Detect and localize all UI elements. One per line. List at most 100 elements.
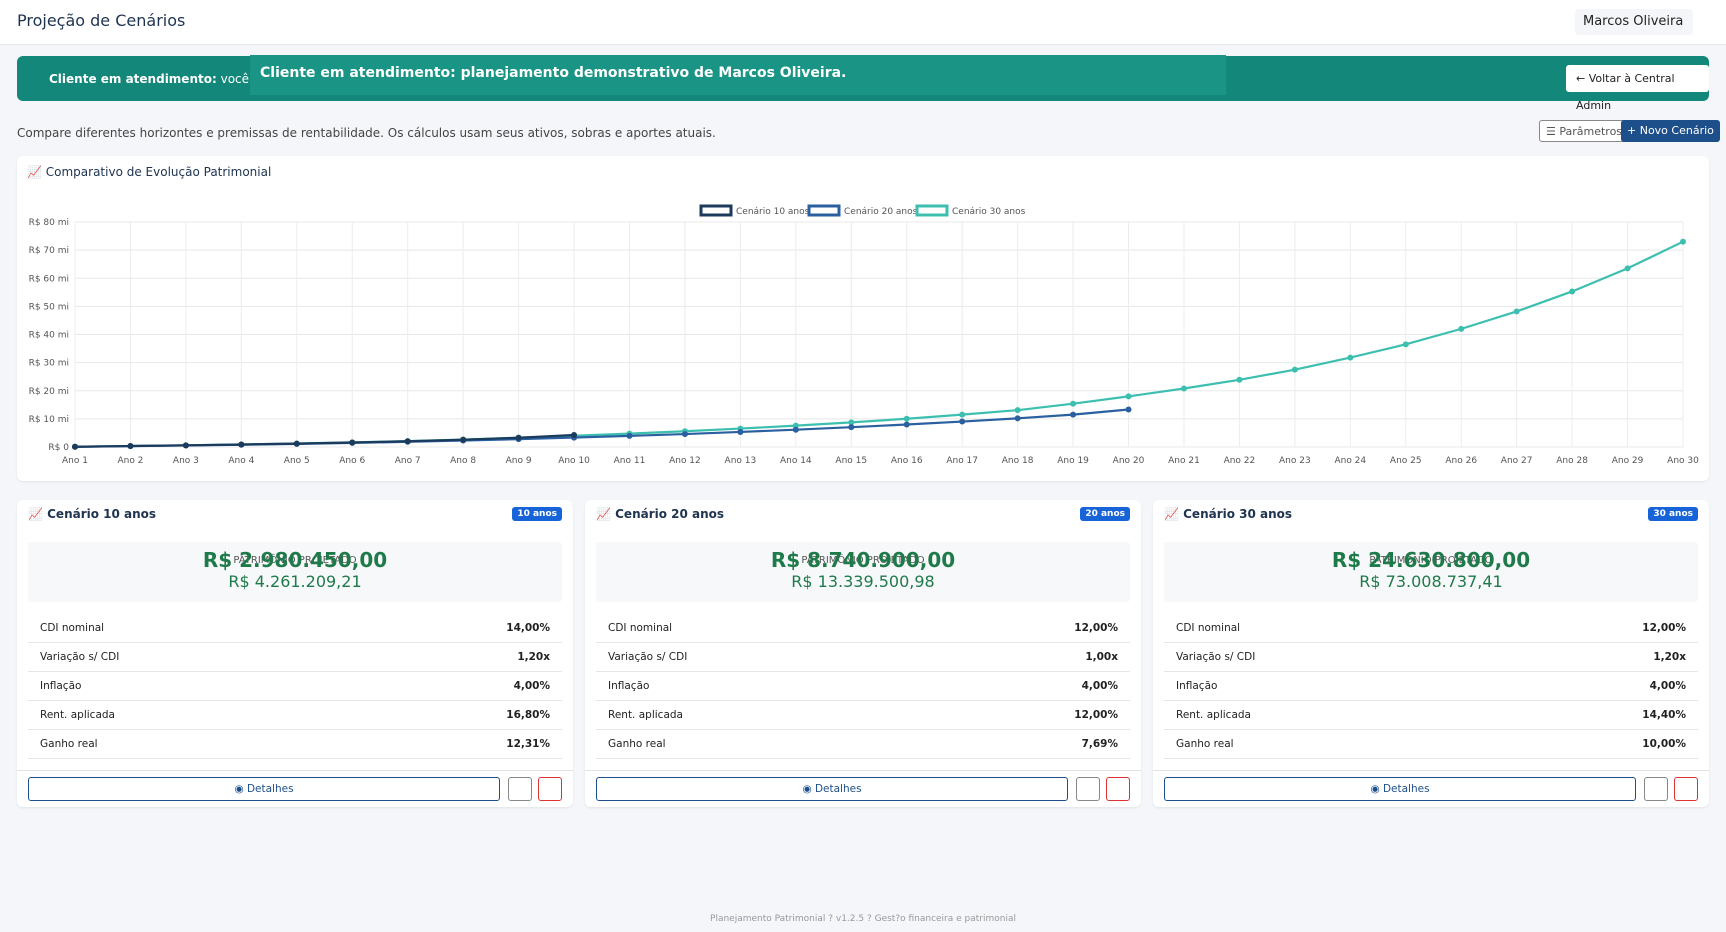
delete-button[interactable] — [1106, 777, 1130, 801]
series-line — [74, 433, 575, 448]
edit-button[interactable] — [1076, 777, 1100, 801]
metric-value: 1,00x — [1085, 651, 1118, 663]
new-scenario-label: Novo Cenário — [1639, 124, 1714, 137]
y-tick-label: R$ 40 mi — [29, 331, 69, 341]
legend-swatch — [807, 204, 841, 217]
card-badge: 30 anos — [1648, 507, 1698, 521]
edit-button[interactable] — [1644, 777, 1668, 801]
y-tick-label: R$ 0 — [48, 443, 69, 453]
delete-button[interactable] — [1674, 777, 1698, 801]
x-tick-label: Ano 27 — [1501, 456, 1533, 466]
projected-value: R$ 8.740.900,00 — [770, 548, 956, 572]
card-title: 📈 Cenário 30 anos — [1164, 507, 1293, 521]
metric-label: CDI nominal — [1176, 622, 1241, 634]
toast: Cliente em atendimento: planejamento dem… — [250, 55, 1226, 95]
card-badge: 10 anos — [512, 507, 562, 521]
parameters-button[interactable]: ☰ Parâmetros — [1539, 120, 1630, 142]
metric-value: 4,00% — [1081, 680, 1118, 692]
card-divider — [585, 770, 1141, 771]
footer: Planejamento Patrimonial ? v1.2.5 ? Gest… — [710, 914, 1016, 924]
point — [959, 411, 966, 418]
point — [1402, 341, 1409, 348]
metric-label: Inflação — [608, 680, 650, 692]
x-tick-label: Ano 5 — [284, 456, 310, 466]
edit-button[interactable] — [508, 777, 532, 801]
metric-value: 12,00% — [1074, 709, 1118, 721]
x-tick-label: Ano 24 — [1334, 456, 1366, 466]
x-tick-label: Ano 4 — [228, 456, 254, 466]
delete-button[interactable] — [538, 777, 562, 801]
point — [903, 421, 910, 428]
sub-value: R$ 73.008.737,41 — [1359, 572, 1503, 591]
details-button[interactable]: ◉ Detalhes — [28, 777, 500, 801]
metric-row: Variação s/ CDI 1,00x — [596, 643, 1130, 672]
top-bar — [0, 0, 1726, 45]
x-tick-label: Ano 29 — [1612, 456, 1644, 466]
point — [1680, 238, 1686, 245]
metric-value: 7,69% — [1081, 738, 1118, 750]
x-tick-label: Ano 12 — [669, 456, 701, 466]
point — [349, 439, 356, 446]
scenario-card: 📈 Cenário 10 anos 10 anos PATRIMÔNIO PROJE… — [17, 500, 573, 807]
details-label: Detalhes — [814, 783, 862, 795]
metric-value: 10,00% — [1642, 738, 1686, 750]
point — [1125, 406, 1132, 413]
y-tick-label: R$ 50 mi — [29, 302, 69, 312]
point — [1347, 354, 1354, 361]
x-tick-label: Ano 13 — [725, 456, 757, 466]
x-tick-label: Ano 16 — [891, 456, 923, 466]
metric-row: Ganho real 7,69% — [596, 730, 1130, 759]
x-tick-label: Ano 25 — [1390, 456, 1422, 466]
metric-label: Inflação — [40, 680, 82, 692]
point — [626, 432, 633, 439]
point — [460, 436, 467, 443]
sub-value: R$ 13.339.500,98 — [791, 572, 935, 591]
metric-row: Inflação 4,00% — [596, 672, 1130, 701]
metric-label: Inflação — [1176, 680, 1218, 692]
metric-value: 12,00% — [1642, 622, 1686, 634]
chart-title-text: Comparativo de Evolução Patrimonial — [45, 165, 272, 179]
metric-row: Inflação 4,00% — [28, 672, 562, 701]
x-tick-label: Ano 3 — [173, 456, 199, 466]
new-scenario-button[interactable]: + Novo Cenário — [1621, 120, 1720, 142]
metric-label: Ganho real — [608, 738, 666, 750]
point — [848, 419, 855, 426]
card-divider — [17, 770, 573, 771]
metric-label: Ganho real — [1176, 738, 1234, 750]
details-label: Detalhes — [246, 783, 294, 795]
metric-label: CDI nominal — [40, 622, 105, 634]
x-tick-label: Ano 6 — [339, 456, 365, 466]
legend-label: Cenário 10 anos — [736, 207, 810, 217]
point — [1513, 308, 1520, 315]
point — [293, 440, 300, 447]
chart-title: 📈 Comparativo de Evolução Patrimonial — [27, 165, 272, 179]
metric-row: Inflação 4,00% — [1164, 672, 1698, 701]
details-label: Detalhes — [1382, 783, 1430, 795]
card-divider — [1153, 770, 1709, 771]
point — [903, 415, 910, 422]
x-tick-label: Ano 10 — [558, 456, 590, 466]
sub-value: R$ 4.261.209,21 — [228, 572, 362, 591]
details-button[interactable]: ◉ Detalhes — [1164, 777, 1636, 801]
x-tick-label: Ano 22 — [1224, 456, 1256, 466]
metric-label: Variação s/ CDI — [608, 651, 688, 663]
parameters-label: Parâmetros — [1559, 125, 1623, 138]
point — [1014, 415, 1021, 422]
x-tick-label: Ano 15 — [835, 456, 867, 466]
y-tick-label: R$ 30 mi — [29, 359, 69, 369]
back-button[interactable]: ← Voltar à Central Admin — [1566, 65, 1709, 112]
x-tick-label: Ano 30 — [1667, 456, 1699, 466]
metric-label: Variação s/ CDI — [1176, 651, 1256, 663]
x-tick-label: Ano 18 — [1002, 456, 1034, 466]
metric-value: 4,00% — [513, 680, 550, 692]
point — [1014, 407, 1021, 414]
point — [792, 426, 799, 433]
point — [515, 434, 522, 441]
scenario-card: 📈 Cenário 20 anos 20 anos PATRIMÔNIO PROJE… — [585, 500, 1141, 807]
point — [1624, 265, 1631, 272]
point — [571, 432, 578, 439]
card-title: 📈 Cenário 20 anos — [596, 507, 725, 521]
user-menu[interactable]: Marcos Oliveira — [1575, 9, 1693, 35]
details-button[interactable]: ◉ Detalhes — [596, 777, 1068, 801]
point — [127, 443, 134, 450]
